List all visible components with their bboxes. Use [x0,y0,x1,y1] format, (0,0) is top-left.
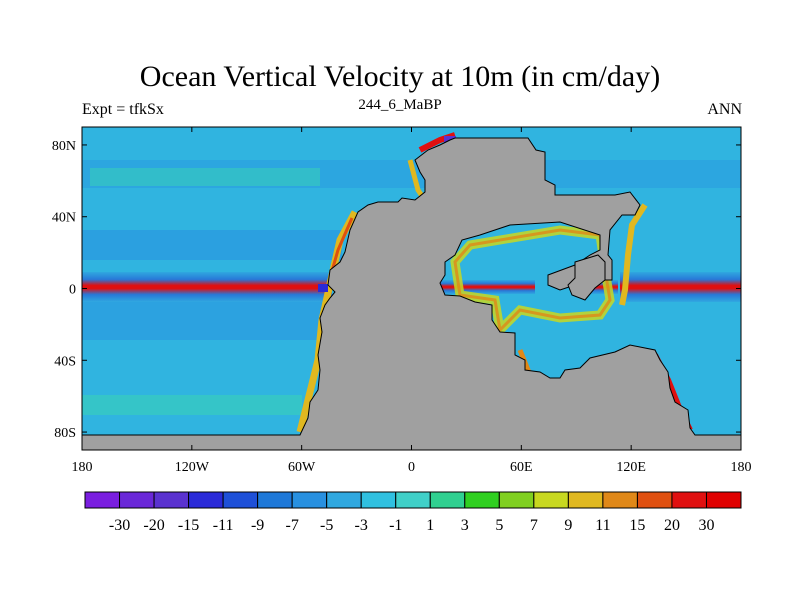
colorbar-swatch [84,491,121,509]
x-tick-label: 120E [616,460,646,475]
colorbar-swatch [429,491,466,509]
colorbar-swatch [291,491,328,509]
upwelling-band-north [90,168,320,186]
colorbar-label: -20 [143,517,164,534]
colorbar-swatch [395,491,431,509]
colorbar-label: 20 [664,517,680,534]
colorbar-label: 3 [461,517,469,534]
colorbar-label: 1 [426,517,434,534]
colorbar-swatch [705,491,742,509]
colorbar-label: 30 [698,517,714,534]
colorbar-label: -7 [285,517,298,534]
subtropical-band-mid [82,230,342,260]
y-tick-label: 40S [54,354,76,369]
downwelling-spot-west [318,284,328,292]
colorbar-swatch [360,491,397,509]
colorbar-swatch [464,491,500,509]
colorbar-label: 5 [495,517,503,534]
colorbar-label: 9 [564,517,572,534]
x-tick-label: 60W [288,460,316,475]
x-tick-label: 180 [731,460,752,475]
southern-upwelling-band [82,395,302,415]
period-label: 244_6_MaBP [358,97,442,113]
colorbar-label: -5 [320,517,333,534]
colorbar-swatch [188,491,224,509]
colorbar-swatch [119,491,155,509]
y-tick-label: 80N [52,139,76,154]
colorbar-swatch [567,491,604,509]
season-label: ANN [707,101,742,118]
colorbar-swatch [498,491,535,509]
colorbar-label: -11 [213,517,234,534]
ocean-features [82,132,741,433]
inner-peninsula [567,254,606,301]
colorbar-label: 15 [629,517,645,534]
x-tick-label: 60E [510,460,533,475]
experiment-label: Expt = tfkSx [82,101,164,118]
colorbar-label: -15 [178,517,199,534]
colorbar-label: 7 [530,517,538,534]
x-tick-label: 0 [408,460,415,475]
x-tick-label: 180 [72,460,93,475]
colorbar-label: -1 [389,517,402,534]
colorbar-swatch [602,491,638,509]
colorbar-swatch [326,491,362,509]
colorbar-swatch [636,491,673,509]
y-tick-label: 80S [54,426,76,441]
equatorial-band-pacific [82,272,332,302]
coastal-upwelling-east [619,203,648,306]
colorbar-swatch [257,491,293,509]
colorbar-label: 11 [595,517,610,534]
y-tick-label: 0 [69,283,76,298]
colorbar-label: -9 [251,517,264,534]
colorbar-label: -3 [355,517,368,534]
axis-ticks: 180 120W 60W 0 60E 120E 180 80N 40N 0 40S 80S [52,127,752,475]
land-masses [81,137,742,451]
equatorial-band-east [620,272,741,302]
colorbar-swatch [533,491,569,509]
subtropical-band-south [82,300,322,340]
colorbar-swatch [222,491,259,509]
colorbar-swatch [671,491,707,509]
y-tick-label: 40N [52,211,76,226]
colorbar-label: -30 [109,517,130,534]
colorbar: -30 -20 -15 -11 -9 -7 -5 -3 -1 1 3 5 7 9 11 15 20 30 [84,491,742,534]
x-tick-label: 120W [175,460,210,475]
colorbar-swatch [153,491,190,509]
chart-title: Ocean Vertical Velocity at 10m (in cm/da… [139,60,661,93]
